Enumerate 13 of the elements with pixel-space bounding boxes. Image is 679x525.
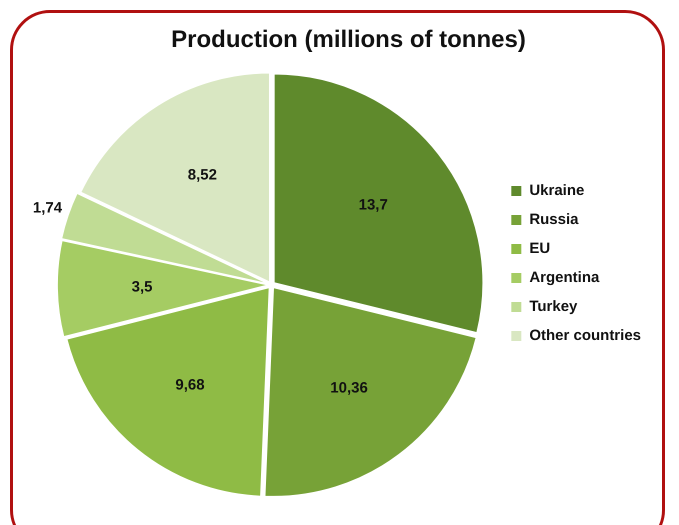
legend-label: EU: [529, 240, 550, 258]
legend-label: Argentina: [529, 269, 600, 286]
legend-label: Other countries: [529, 327, 641, 344]
data-label: 3,5: [132, 278, 153, 296]
data-label: 13,7: [358, 196, 388, 214]
legend-label: Russia: [529, 211, 580, 228]
data-label: 8,52: [188, 166, 217, 184]
chart-title: Production (millions of tonnes): [171, 26, 526, 54]
data-label: 1,74: [32, 200, 63, 217]
legend-label: Ukraine: [529, 182, 584, 200]
legend-label: Turkey: [529, 298, 578, 316]
data-label: 9,68: [175, 376, 205, 394]
data-label: 10,36: [330, 379, 368, 396]
